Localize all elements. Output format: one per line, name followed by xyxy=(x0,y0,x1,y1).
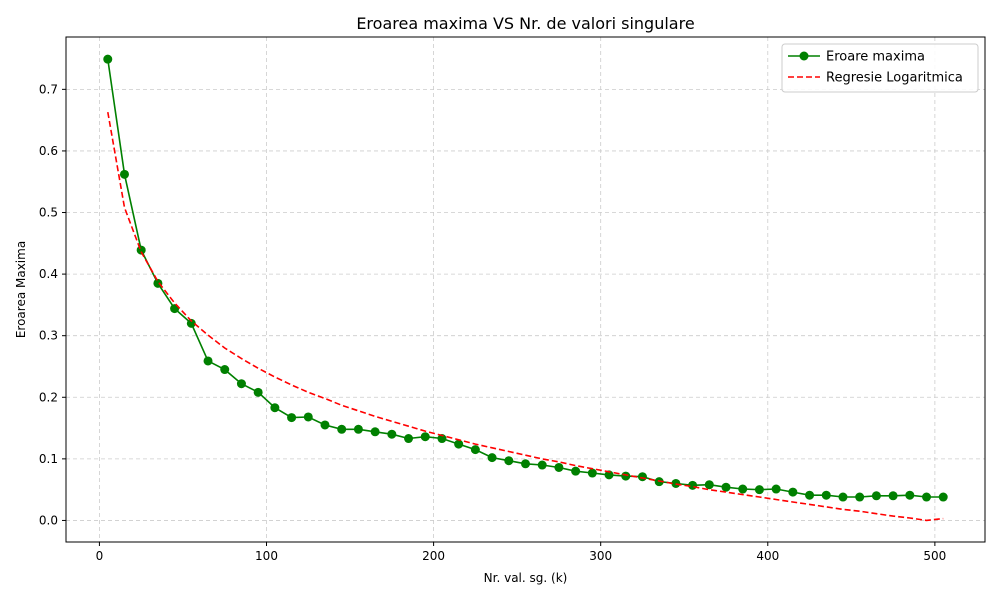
data-point xyxy=(320,420,330,430)
data-point xyxy=(805,490,815,500)
data-point xyxy=(387,429,397,439)
data-point xyxy=(504,456,514,466)
data-point xyxy=(838,492,848,502)
x-tick-label: 300 xyxy=(589,549,612,563)
data-point xyxy=(905,490,915,500)
data-point xyxy=(287,413,297,423)
data-point xyxy=(788,487,798,497)
x-axis-label: Nr. val. sg. (k) xyxy=(484,571,568,585)
data-point xyxy=(119,169,129,179)
data-point xyxy=(637,472,647,482)
y-tick-label: 0.4 xyxy=(39,267,58,281)
y-tick-label: 0.7 xyxy=(39,82,58,96)
data-point xyxy=(454,439,464,449)
data-point xyxy=(888,491,898,501)
chart-title: Eroarea maxima VS Nr. de valori singular… xyxy=(356,14,694,33)
y-tick-label: 0.5 xyxy=(39,206,58,220)
data-point xyxy=(754,485,764,495)
data-point xyxy=(487,453,497,463)
y-tick-label: 0.2 xyxy=(39,390,58,404)
data-point xyxy=(704,480,714,490)
data-point xyxy=(537,460,547,470)
y-tick-label: 0.0 xyxy=(39,513,58,527)
x-axis-ticks: 0 100 200 300 400 500 xyxy=(96,542,946,563)
data-point xyxy=(604,470,614,480)
y-axis-ticks: 0.0 0.1 0.2 0.3 0.4 0.5 0.6 0.7 xyxy=(39,82,66,527)
data-point xyxy=(922,492,932,502)
data-point xyxy=(253,387,263,397)
data-point xyxy=(270,403,280,413)
y-tick-label: 0.6 xyxy=(39,144,58,158)
data-point xyxy=(771,484,781,494)
y-axis-label: Eroarea Maxima xyxy=(14,241,28,338)
y-tick-label: 0.1 xyxy=(39,452,58,466)
x-tick-label: 200 xyxy=(422,549,445,563)
data-point xyxy=(236,379,246,389)
x-tick-label: 0 xyxy=(96,549,104,563)
data-point xyxy=(855,492,865,502)
data-point xyxy=(521,459,530,469)
data-point xyxy=(871,491,881,501)
data-point xyxy=(337,424,347,434)
legend-label-eroare-maxima: Eroare maxima xyxy=(826,50,925,65)
legend: Eroare maxima Regresie Logaritmica xyxy=(781,43,979,93)
data-point xyxy=(303,412,313,422)
data-point xyxy=(938,492,948,502)
data-point xyxy=(437,434,447,444)
data-point xyxy=(571,466,581,476)
data-point xyxy=(203,356,213,366)
legend-box xyxy=(781,43,979,93)
data-point xyxy=(470,445,480,455)
legend-marker-eroare-maxima xyxy=(799,51,809,61)
data-point xyxy=(821,490,831,500)
data-point xyxy=(738,484,748,494)
data-point xyxy=(621,471,631,481)
data-point xyxy=(186,318,196,328)
data-point xyxy=(587,468,597,478)
x-tick-label: 500 xyxy=(923,549,946,563)
x-tick-label: 400 xyxy=(756,549,779,563)
y-tick-label: 0.3 xyxy=(39,329,58,343)
data-point xyxy=(353,424,363,434)
legend-label-regresie-logaritmica: Regresie Logaritmica xyxy=(826,71,963,86)
series-line-eroare-maxima xyxy=(107,59,944,498)
data-point xyxy=(554,462,564,472)
series-layer xyxy=(103,54,948,522)
data-point xyxy=(370,427,380,437)
data-point xyxy=(220,365,230,375)
data-point xyxy=(404,434,414,444)
data-point xyxy=(420,432,430,442)
data-point xyxy=(721,482,731,492)
x-tick-label: 100 xyxy=(255,549,278,563)
series-line-regresie-logaritmica xyxy=(107,111,944,522)
plot-frame xyxy=(65,36,986,543)
data-point xyxy=(103,54,113,64)
